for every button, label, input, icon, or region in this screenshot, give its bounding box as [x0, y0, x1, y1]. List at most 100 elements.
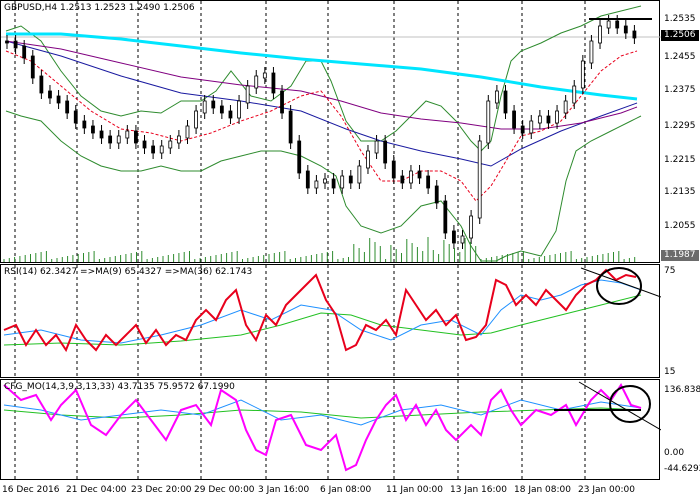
candle-body: [108, 135, 113, 144]
candle-body: [546, 115, 551, 124]
cfg-slow-line: [3, 407, 642, 419]
cfg-level-label: 0.00: [664, 448, 685, 458]
price-chart-pane[interactable]: GBPUSD,H4 1.2513 1.2523 1.2490 1.2506: [0, 0, 661, 264]
rsi-axis: 75 15: [660, 264, 700, 378]
candle-body: [512, 110, 516, 129]
time-label: 18 Jan 08:00: [514, 485, 571, 495]
candle-body: [219, 105, 224, 114]
candle-body: [486, 100, 491, 144]
candle-body: [228, 110, 233, 119]
candle-body: [469, 215, 474, 239]
candle-body: [176, 135, 181, 144]
vertical-grid: [14, 265, 586, 379]
cfg-axis: 136.8382 0.00 -44.6292: [660, 379, 700, 480]
candle-body: [580, 60, 585, 89]
candle-body: [280, 90, 284, 114]
candle-body: [245, 85, 250, 104]
time-label: 6 Jan 08:00: [320, 485, 372, 495]
cfg-mo-line: [3, 383, 642, 472]
candle-body: [563, 100, 568, 114]
price-candles: [5, 15, 637, 249]
candle-body: [39, 75, 44, 94]
candle-body: [520, 125, 525, 134]
candle-body: [194, 110, 198, 129]
rsi-divergence-circle: [596, 267, 642, 305]
price-label: 1.2135: [664, 187, 696, 197]
candle-body: [494, 90, 499, 104]
candle-body: [615, 20, 620, 29]
candle-body: [159, 145, 164, 154]
candle-body: [589, 40, 594, 64]
time-label: 11 Jan 00:00: [386, 485, 443, 495]
cfg-mo-indicator-pane[interactable]: CFG_MO(14,3,9,3,13,33) 43.7135 75.9572 6…: [0, 379, 661, 481]
rsi-canvas: [3, 265, 661, 379]
candle-body: [305, 170, 310, 189]
price-label: 1.2215: [664, 155, 696, 165]
candle-body: [400, 175, 405, 184]
candle-body: [598, 25, 602, 44]
candle-body: [537, 115, 542, 124]
cfg-level-label: 136.8382: [664, 385, 700, 395]
candle-body: [391, 160, 396, 179]
candle-body: [288, 110, 293, 144]
candle-body: [185, 125, 190, 139]
price-label: 1.2535: [664, 14, 696, 24]
candle-body: [323, 178, 327, 184]
candle-body: [48, 90, 52, 99]
candle-body: [572, 85, 577, 104]
candle-body: [426, 175, 431, 189]
price-axis: 1.2535 1.2455 1.2375 1.2295 1.2215 1.213…: [660, 0, 700, 263]
rsi-level-label: 75: [664, 266, 676, 276]
candle-body: [237, 100, 241, 119]
candle-body: [623, 25, 628, 34]
candle-body: [460, 235, 465, 244]
candle-body: [314, 180, 319, 189]
rsi-indicator-pane[interactable]: RSI(14) 62.3427 =>MA(9) 65.4327 =>MA(36)…: [0, 264, 661, 379]
rsi-ma36-line: [3, 294, 642, 346]
time-label: 3 Jan 16:00: [258, 485, 310, 495]
candle-body: [271, 72, 276, 94]
time-label: 23 Dec 20:00: [131, 485, 192, 495]
rsi-trendline: [580, 267, 661, 298]
candle-body: [82, 120, 87, 129]
candle-body: [262, 72, 267, 79]
candle-body: [383, 140, 388, 164]
price-label: 1.2295: [664, 121, 696, 131]
cfg-trendline: [578, 381, 661, 431]
candle-body: [452, 230, 456, 244]
candle-body: [99, 130, 104, 139]
price-label: 1.2375: [664, 85, 696, 95]
candle-body: [366, 150, 370, 169]
candle-body: [434, 185, 439, 204]
vertical-grid: [14, 380, 586, 481]
rsi-line: [3, 268, 637, 353]
candle-body: [211, 100, 216, 109]
price-label: 1.2455: [664, 52, 696, 62]
candle-body: [632, 30, 637, 39]
candle-body: [134, 130, 138, 144]
candle-body: [331, 178, 336, 189]
candle-body: [529, 120, 534, 134]
volume-bars: [3, 237, 636, 262]
time-label: 21 Dec 04:00: [66, 485, 127, 495]
time-label: 29 Dec 00:00: [194, 485, 255, 495]
candle-body: [13, 40, 18, 49]
rsi-level-label: 15: [664, 367, 676, 377]
candle-body: [606, 20, 611, 29]
candle-body: [22, 45, 27, 59]
candle-body: [30, 55, 35, 79]
candle-body: [5, 40, 9, 44]
bollinger-lower-band: [5, 110, 642, 262]
candle-body: [503, 90, 508, 114]
candle-body: [340, 175, 345, 189]
candle-body: [417, 170, 422, 179]
candle-body: [142, 140, 147, 149]
price-label: 1.2055: [664, 221, 696, 231]
candle-body: [65, 100, 70, 114]
candle-body: [116, 135, 121, 144]
rsi-title: RSI(14) 62.3427 =>MA(9) 65.4327 =>MA(36)…: [4, 267, 253, 277]
current-price-tag: 1.2506: [661, 30, 699, 41]
moving-average-slow-cyan: [6, 32, 638, 101]
candle-body: [254, 75, 259, 89]
time-label: 23 Jan 00:00: [578, 485, 635, 495]
